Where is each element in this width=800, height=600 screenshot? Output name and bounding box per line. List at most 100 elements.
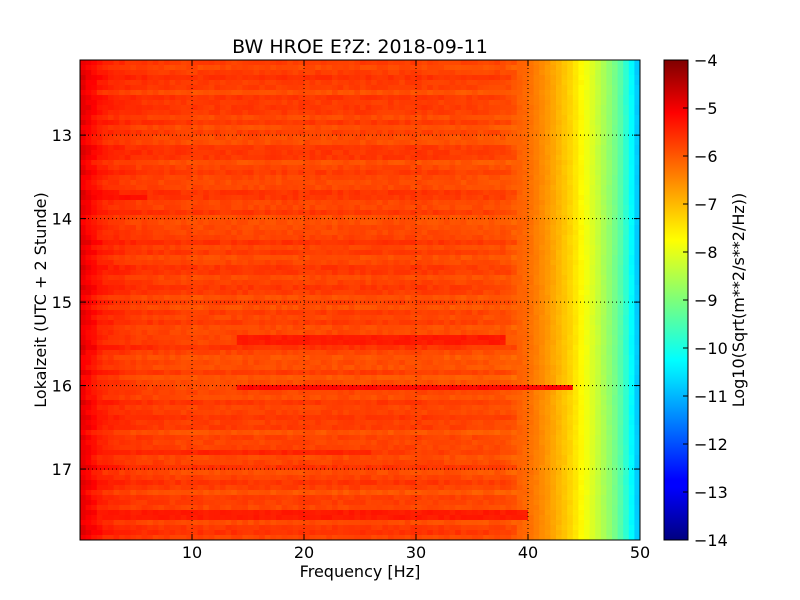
heatmap-cell [231, 280, 238, 286]
heatmap-cell [108, 210, 115, 216]
heatmap-cell [556, 185, 563, 191]
heatmap-cell [192, 200, 199, 206]
heatmap-cell [365, 140, 372, 146]
heatmap-cell [231, 275, 238, 281]
heatmap-cell [152, 240, 159, 246]
heatmap-cell [113, 205, 120, 211]
heatmap-cell [320, 280, 327, 286]
heatmap-cell [399, 170, 406, 176]
heatmap-cell [152, 100, 159, 106]
heatmap-cell [292, 115, 299, 121]
heatmap-cell [382, 285, 389, 291]
heatmap-cell [432, 260, 439, 266]
heatmap-cell [298, 285, 305, 291]
heatmap-cell [242, 160, 249, 166]
heatmap-cell [332, 190, 339, 196]
heatmap-cell [432, 145, 439, 151]
heatmap-cell [488, 130, 495, 136]
heatmap-cell [320, 85, 327, 91]
heatmap-cell [348, 185, 355, 191]
heatmap-cell [399, 150, 406, 156]
heatmap-cell [192, 125, 199, 131]
heatmap-cell [287, 125, 294, 131]
heatmap-cell [444, 75, 451, 81]
heatmap-cell [488, 135, 495, 141]
heatmap-cell [264, 95, 271, 101]
heatmap-cell [544, 195, 551, 201]
heatmap-cell [612, 265, 619, 271]
heatmap-cell [584, 155, 591, 161]
heatmap-cell [567, 245, 574, 251]
heatmap-cell [606, 70, 613, 76]
heatmap-cell [550, 150, 557, 156]
heatmap-cell [203, 190, 210, 196]
heatmap-cell [164, 270, 171, 276]
heatmap-cell [102, 60, 109, 66]
heatmap-cell [136, 105, 143, 111]
heatmap-cell [175, 160, 182, 166]
heatmap-cell [528, 200, 535, 206]
heatmap-cell [102, 215, 109, 221]
heatmap-cell [337, 150, 344, 156]
heatmap-cell [516, 215, 523, 221]
heatmap-cell [141, 280, 148, 286]
heatmap-cell [410, 135, 417, 141]
heatmap-cell [96, 235, 103, 241]
heatmap-cell [348, 200, 355, 206]
heatmap-cell [214, 70, 221, 76]
heatmap-cell [595, 260, 602, 266]
heatmap-cell [225, 165, 232, 171]
heatmap-cell [488, 240, 495, 246]
heatmap-cell [231, 135, 238, 141]
heatmap-cell [500, 135, 507, 141]
heatmap-cell [136, 130, 143, 136]
heatmap-cell [432, 215, 439, 221]
heatmap-cell [488, 225, 495, 231]
heatmap-cell [511, 150, 518, 156]
heatmap-cell [208, 120, 215, 126]
heatmap-cell [606, 75, 613, 81]
heatmap-cell [421, 145, 428, 151]
heatmap-cell [102, 135, 109, 141]
heatmap-cell [617, 215, 624, 221]
heatmap-cell [147, 155, 154, 161]
heatmap-cell [472, 280, 479, 286]
heatmap-cell [203, 265, 210, 271]
heatmap-cell [225, 190, 232, 196]
heatmap-cell [539, 295, 546, 301]
heatmap-cell [102, 90, 109, 96]
heatmap-cell [292, 305, 299, 311]
heatmap-cell [85, 200, 92, 206]
heatmap-cell [427, 225, 434, 231]
heatmap-cell [416, 225, 423, 231]
heatmap-cell [628, 180, 635, 186]
heatmap-cell [455, 70, 462, 76]
heatmap-cell [348, 100, 355, 106]
heatmap-cell [136, 250, 143, 256]
heatmap-cell [124, 280, 131, 286]
heatmap-cell [427, 135, 434, 141]
heatmap-cell [231, 170, 238, 176]
heatmap-cell [365, 155, 372, 161]
heatmap-cell [292, 270, 299, 276]
heatmap-cell [298, 140, 305, 146]
heatmap-cell [572, 185, 579, 191]
heatmap-cell [309, 175, 316, 181]
heatmap-cell [242, 260, 249, 266]
heatmap-cell [365, 175, 372, 181]
heatmap-cell [164, 250, 171, 256]
heatmap-cell [449, 100, 456, 106]
heatmap-cell [500, 305, 507, 311]
heatmap-cell [393, 210, 400, 216]
heatmap-cell [595, 210, 602, 216]
heatmap-cell [354, 300, 361, 306]
heatmap-cell [432, 115, 439, 121]
heatmap-cell [494, 230, 501, 236]
heatmap-cell [180, 300, 187, 306]
heatmap-cell [628, 120, 635, 126]
heatmap-cell [259, 265, 266, 271]
heatmap-cell [365, 285, 372, 291]
heatmap-cell [270, 280, 277, 286]
heatmap-cell [136, 140, 143, 146]
heatmap-cell [158, 200, 165, 206]
